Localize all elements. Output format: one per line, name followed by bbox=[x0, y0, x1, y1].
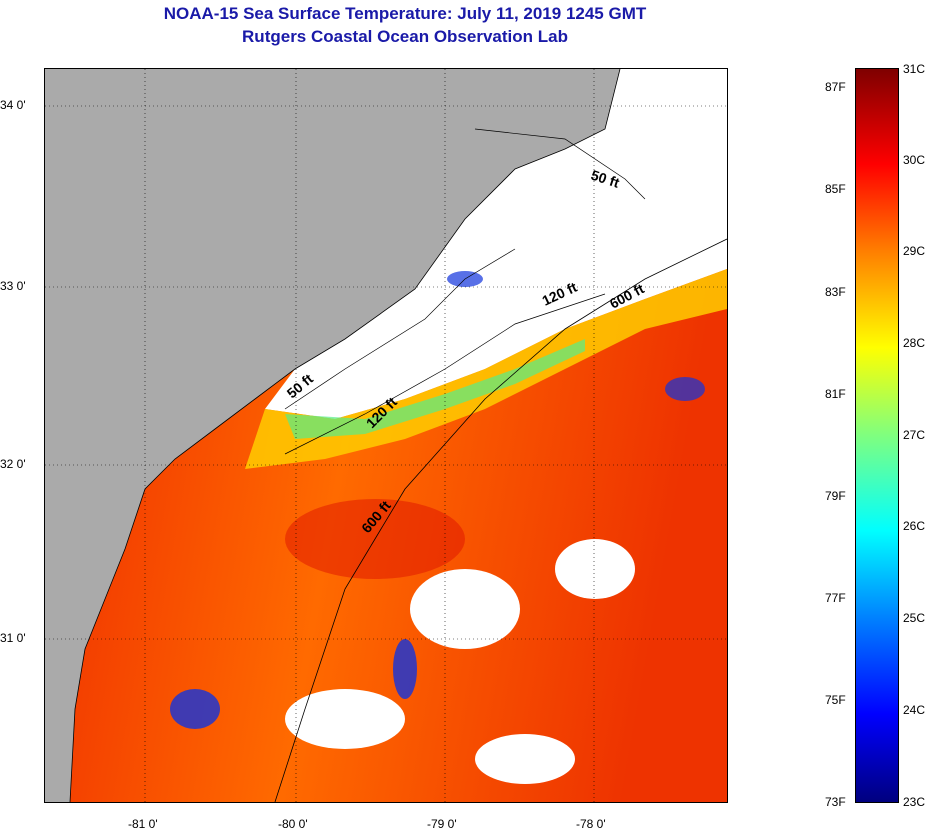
lat-tick-34: 34 0' bbox=[0, 98, 26, 112]
colorbar-label-81f: 81F bbox=[825, 387, 846, 401]
colorbar-label-75f: 75F bbox=[825, 693, 846, 707]
chart-title: NOAA-15 Sea Surface Temperature: July 11… bbox=[163, 4, 647, 23]
sst-cool-patch-2 bbox=[393, 639, 417, 699]
lon-tick-81: -81 0' bbox=[128, 817, 158, 831]
sst-cool-patch-3 bbox=[665, 377, 705, 401]
colorbar-label-85f: 85F bbox=[825, 182, 846, 196]
isobath-50ft bbox=[284, 128, 646, 410]
colorbar-label-87f: 87F bbox=[825, 80, 846, 94]
coastline bbox=[69, 69, 621, 802]
colorbar-label-25c: 25C bbox=[903, 611, 926, 625]
colorbar-label-24c: 24C bbox=[903, 703, 926, 717]
colorbar-label-26c: 26C bbox=[903, 519, 926, 533]
gridlines bbox=[45, 69, 727, 802]
lon-tick-80: -80 0' bbox=[278, 817, 308, 831]
isobath-600ft bbox=[274, 238, 727, 802]
colorbar-label-83f: 83F bbox=[825, 285, 846, 299]
colorbar-label-23c: 23C bbox=[903, 795, 926, 809]
colorbar-label-73f: 73F bbox=[825, 795, 846, 809]
colorbar-label-27c: 27C bbox=[903, 428, 926, 442]
cloud-offshore-3 bbox=[285, 689, 405, 749]
cloud-offshore-2 bbox=[555, 539, 635, 599]
lat-tick-32: 32 0' bbox=[0, 457, 26, 471]
sst-colorbar bbox=[855, 68, 899, 803]
chart-subtitle: Rutgers Coastal Ocean Observation Lab bbox=[242, 27, 568, 46]
colorbar-label-77f: 77F bbox=[825, 591, 846, 605]
cloud-nearshore bbox=[265, 69, 727, 419]
colorbar-label-28c: 28C bbox=[903, 336, 926, 350]
colorbar-label-29c: 29C bbox=[903, 244, 926, 258]
cloud-offshore-4 bbox=[475, 734, 575, 784]
lon-tick-79: -79 0' bbox=[427, 817, 457, 831]
colorbar-label-31c: 31C bbox=[903, 62, 926, 76]
sst-green-band bbox=[285, 339, 585, 439]
sst-map: 50 ft 120 ft 600 ft 50 ft 120 ft 600 ft bbox=[44, 68, 728, 803]
colorbar-label-79f: 79F bbox=[825, 489, 846, 503]
colorbar-label-30c: 30C bbox=[903, 153, 926, 167]
lon-tick-78: -78 0' bbox=[576, 817, 606, 831]
cloud-offshore-1 bbox=[410, 569, 520, 649]
lat-tick-31: 31 0' bbox=[0, 631, 26, 645]
sst-cool-patch-1 bbox=[170, 689, 220, 729]
lat-tick-33: 33 0' bbox=[0, 279, 26, 293]
